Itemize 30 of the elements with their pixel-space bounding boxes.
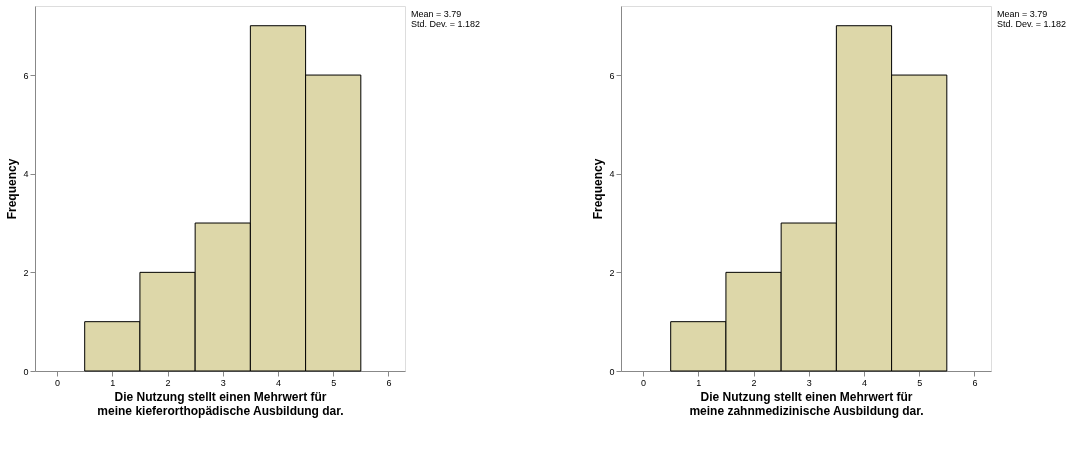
x-tick-label: 2 [751, 377, 757, 388]
y-tick-label: 6 [23, 70, 29, 81]
x-axis-title: Die Nutzung stellt einen Mehrwert für meine kieferorthopädische Ausbildung dar. [97, 389, 344, 418]
y-tick-label: 0 [609, 366, 615, 377]
x-tick-label: 6 [386, 377, 392, 388]
x-tick-label: 3 [220, 377, 226, 388]
y-tick-label: 2 [23, 267, 29, 278]
text: Mean = 3.79 [997, 9, 1048, 19]
x-tick-label: 2 [165, 377, 171, 388]
x-tick-label: 5 [917, 377, 923, 388]
x-tick-label: 4 [861, 377, 867, 388]
y-axis-title: Frequency [5, 158, 20, 220]
x-axis-title: Die Nutzung stellt einen Mehrwert für meine zahnmedizinische Ausbildung dar. [689, 389, 924, 418]
x-tick-label: 0 [641, 377, 647, 388]
y-tick-label: 4 [23, 169, 29, 180]
y-tick-label: 2 [609, 267, 615, 278]
x-tick-label: 3 [806, 377, 812, 388]
x-tick-label: 1 [110, 377, 116, 388]
y-tick-label: 6 [609, 70, 615, 81]
text: Mean = 3.79 [411, 9, 462, 19]
text: Std. Dev. = 1.182 [411, 19, 481, 29]
x-tick-label: 1 [696, 377, 702, 388]
y-axis-title: Frequency [591, 158, 606, 220]
x-tick-label: 6 [972, 377, 978, 388]
x-tick-label: 5 [331, 377, 337, 388]
y-tick-label: 0 [23, 366, 29, 377]
x-tick-label: 4 [275, 377, 281, 388]
x-tick-label: 0 [55, 377, 61, 388]
text: Std. Dev. = 1.182 [997, 19, 1067, 29]
y-tick-label: 4 [609, 169, 615, 180]
